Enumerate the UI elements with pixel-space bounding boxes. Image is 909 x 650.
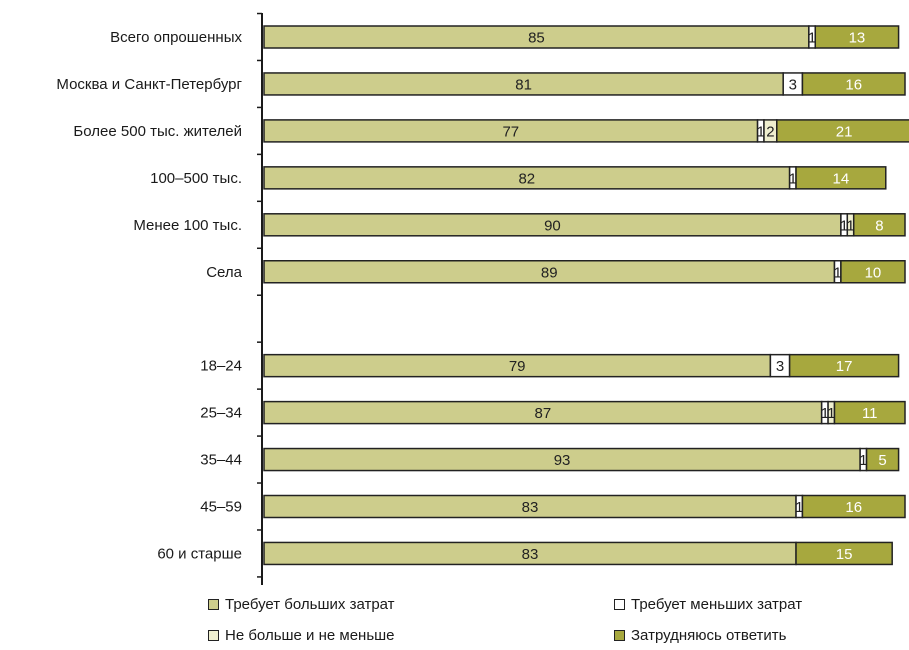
- category-label: 100–500 тыс.: [150, 170, 242, 187]
- category-label: Села: [206, 264, 242, 281]
- legend-swatch-less: [614, 599, 625, 610]
- bar-row: 90 11 8: [263, 213, 906, 237]
- category-label: Более 500 тыс. жителей: [73, 123, 242, 140]
- legend-label-more: Требует больших затрат: [225, 596, 395, 613]
- data-label-less: 1: [840, 217, 848, 234]
- data-label-hard: 11: [862, 405, 878, 422]
- legend-label-less: Требует меньших затрат: [631, 596, 803, 613]
- data-label-more: 79: [509, 358, 526, 375]
- bar-row: 85 1 13: [263, 25, 900, 49]
- bar-segment-hard: [865, 447, 900, 472]
- bar-segment-hard: [776, 119, 909, 143]
- category-label: Всего опрошенных: [110, 29, 242, 46]
- bar-segment-hard: [795, 541, 893, 566]
- legend-swatch-more: [208, 599, 219, 610]
- category-labels: Всего опрошенных Москва и Санкт-Петербург…: [56, 29, 242, 562]
- bar-segment-hard: [801, 494, 906, 519]
- data-label-hard: 10: [865, 264, 882, 281]
- data-label-less: 1: [808, 30, 816, 47]
- bar-row: 93 1 5: [263, 447, 900, 472]
- data-label-less: 1: [789, 170, 797, 187]
- bar-row: 87 11 11: [263, 400, 906, 425]
- category-label: 18–24: [200, 358, 242, 375]
- category-label: Менее 100 тыс.: [133, 217, 242, 234]
- bar-row: 79 3 17: [263, 353, 900, 378]
- bar-row: 83 15: [263, 541, 893, 566]
- data-label-more: 77: [502, 123, 519, 140]
- data-label-more: 85: [528, 30, 545, 47]
- legend-label-same: Не больше и не меньше: [225, 627, 395, 644]
- data-label-more: 87: [534, 405, 551, 422]
- data-label-hard: 8: [875, 217, 883, 234]
- legend-item-same: Не больше и не меньше: [208, 627, 395, 644]
- bar-row: 82 1 14: [263, 166, 887, 190]
- data-label-hard: 13: [849, 30, 866, 47]
- data-label-more: 83: [522, 499, 539, 516]
- data-label-more: 93: [554, 452, 571, 469]
- data-label-more: 82: [518, 170, 535, 187]
- data-label-more: 81: [515, 76, 532, 93]
- category-label: 60 и старше: [157, 545, 242, 562]
- data-label-more: 90: [544, 217, 561, 234]
- category-label: 45–59: [200, 499, 242, 516]
- legend-item-hard: Затрудняюсь ответить: [614, 627, 786, 644]
- data-label-less: 1: [834, 264, 842, 281]
- data-label-hard: 21: [836, 123, 853, 140]
- legend-item-more: Требует больших затрат: [208, 596, 395, 613]
- data-label-hard: 15: [836, 546, 853, 563]
- category-label: 35–44: [200, 452, 242, 469]
- data-label-less: 1: [859, 452, 867, 469]
- legend-swatch-same: [208, 630, 219, 641]
- category-label: Москва и Санкт-Петербург: [56, 76, 242, 93]
- bar-segment-hard: [795, 166, 887, 190]
- data-label-hard: 17: [836, 358, 853, 375]
- legend-label-hard: Затрудняюсь ответить: [631, 627, 787, 644]
- bar-segment-hard: [852, 213, 906, 237]
- data-label-same: 1: [827, 405, 835, 422]
- bar-row: 83 1 16: [263, 494, 906, 519]
- data-label-hard: 14: [833, 170, 850, 187]
- data-label-hard: 16: [845, 76, 862, 93]
- bar-row: 77 1 2 21: [263, 119, 909, 143]
- bar-segment-hard: [788, 353, 900, 378]
- data-label-hard: 5: [878, 452, 886, 469]
- data-label-less: 1: [821, 405, 829, 422]
- legend-swatch-hard: [614, 630, 625, 641]
- bar-segment-hard: [833, 400, 906, 425]
- data-label-less: 3: [776, 358, 784, 375]
- y-axis: [257, 12, 263, 585]
- data-label-more: 83: [522, 546, 539, 563]
- data-label-hard: 16: [845, 499, 862, 516]
- data-label-same: 2: [766, 123, 774, 140]
- bar-row: 89 1 10: [263, 260, 906, 284]
- bar-segment-hard: [840, 260, 906, 284]
- bar-segment-hard: [801, 72, 906, 96]
- bar-row: 81 3 16: [263, 72, 906, 96]
- data-label-less: 1: [757, 123, 765, 140]
- legend-item-less: Требует меньших затрат: [614, 596, 802, 613]
- data-label-same: 1: [846, 217, 854, 234]
- data-label-less: 3: [789, 76, 797, 93]
- bar-segment-hard: [814, 25, 900, 49]
- data-label-more: 89: [541, 264, 558, 281]
- data-label-less: 1: [795, 499, 803, 516]
- category-label: 25–34: [200, 405, 242, 422]
